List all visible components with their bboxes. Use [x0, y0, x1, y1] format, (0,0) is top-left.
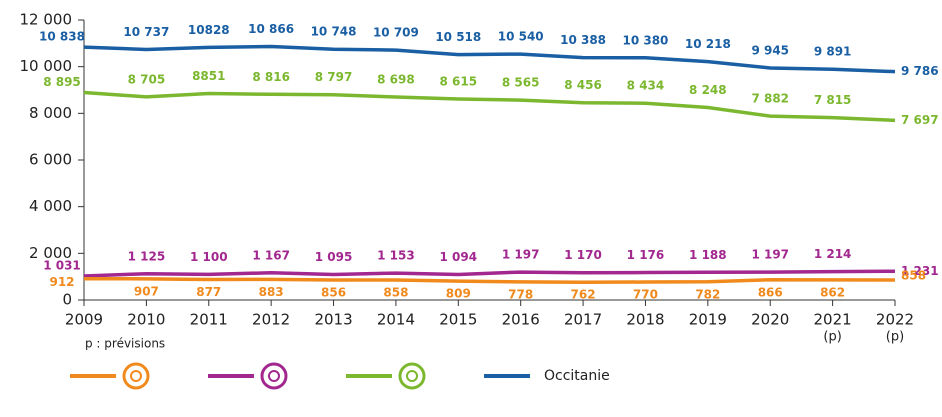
legend-item	[346, 362, 426, 390]
x-tick-label: 2014	[377, 311, 415, 329]
value-label: 1 188	[689, 248, 727, 262]
value-label: 907	[134, 284, 159, 298]
value-label: 1 231	[901, 264, 939, 278]
x-tick-label: 2020	[751, 311, 789, 329]
value-label: 7 882	[751, 92, 789, 106]
x-tick-label: 2017	[564, 311, 602, 329]
x-tick-note: (p)	[823, 330, 841, 345]
y-tick-label: 8 000	[29, 104, 72, 122]
value-label: 866	[758, 285, 783, 299]
series-line	[83, 44, 896, 74]
value-label: 8 705	[128, 72, 166, 86]
value-label: 1 125	[128, 249, 166, 263]
x-tick-label: 2022	[876, 311, 914, 329]
series-line	[83, 90, 896, 123]
value-label: 10 518	[435, 30, 481, 44]
value-label: 1 214	[814, 247, 852, 261]
value-label: 1 167	[252, 248, 290, 262]
value-label: 9 891	[814, 45, 852, 59]
x-tick-label: 2010	[127, 311, 165, 329]
x-tick-note: (p)	[886, 330, 904, 345]
value-label: 7 697	[901, 113, 939, 127]
x-tick-label: 2009	[65, 311, 103, 329]
value-label: 883	[259, 285, 284, 299]
x-tick-label: 2018	[626, 311, 664, 329]
x-tick-label: 2015	[439, 311, 477, 329]
value-label: 762	[571, 288, 596, 302]
value-label: 9 945	[751, 43, 789, 57]
value-label: 912	[49, 275, 74, 289]
value-label: 782	[695, 287, 720, 301]
value-label: 8 565	[502, 76, 540, 90]
value-label: 858	[901, 268, 926, 282]
y-tick-label: 12 000	[20, 11, 73, 29]
value-label: 877	[196, 285, 221, 299]
value-label: 8 434	[627, 79, 665, 93]
value-label: 10 737	[123, 25, 169, 39]
value-label: 778	[508, 287, 533, 301]
value-label: 1 031	[43, 258, 81, 272]
value-label: 9 786	[901, 64, 939, 78]
y-tick-label: 0	[62, 291, 72, 309]
value-label: 8851	[192, 69, 225, 83]
legend-icon	[398, 362, 426, 390]
legend-icon	[122, 362, 150, 390]
value-label: 8 456	[564, 78, 602, 92]
value-label: 1 153	[377, 249, 415, 263]
value-label: 1 170	[564, 248, 602, 262]
value-label: 1 197	[751, 248, 789, 262]
y-tick-label: 6 000	[29, 151, 72, 169]
value-label: 10828	[188, 23, 230, 37]
value-label: 1 095	[315, 250, 353, 264]
x-tick-label: 2011	[190, 311, 228, 329]
value-label: 8 797	[315, 70, 353, 84]
value-label: 770	[633, 288, 658, 302]
value-label: 8 615	[440, 74, 478, 88]
value-label: 856	[321, 286, 346, 300]
x-tick-label: 2013	[314, 311, 352, 329]
x-tick-label: 2016	[502, 311, 540, 329]
x-tick-label: 2019	[689, 311, 727, 329]
legend-item	[70, 362, 150, 390]
y-tick-label: 4 000	[29, 197, 72, 215]
legend-item: Occitanie	[484, 368, 610, 384]
value-label: 10 866	[248, 22, 294, 36]
series-line	[83, 269, 896, 278]
value-label: 1 094	[440, 250, 478, 264]
value-label: 10 540	[498, 30, 544, 44]
value-label: 7 815	[814, 93, 852, 107]
series-line	[83, 276, 896, 284]
value-label: 10 838	[39, 30, 85, 44]
value-label: 1 176	[627, 248, 665, 262]
value-label: 10 218	[685, 37, 731, 51]
value-label: 10 709	[373, 26, 419, 40]
value-label: 1 100	[190, 250, 228, 264]
value-label: 862	[820, 285, 845, 299]
x-tick-label: 2012	[252, 311, 290, 329]
value-label: 8 895	[43, 75, 81, 89]
legend-icon-inner	[268, 370, 280, 382]
value-label: 8 248	[689, 83, 727, 97]
legend-label: Occitanie	[544, 368, 610, 384]
value-label: 10 748	[311, 25, 357, 39]
y-tick-label: 2 000	[29, 244, 72, 262]
y-tick-label: 10 000	[20, 57, 73, 75]
legend-item	[208, 362, 288, 390]
value-label: 10 388	[560, 33, 606, 47]
legend-icon-inner	[130, 370, 142, 382]
value-label: 858	[383, 285, 408, 299]
x-tick-label: 2021	[814, 311, 852, 329]
value-label: 809	[446, 287, 471, 301]
value-label: 8 816	[252, 70, 290, 84]
value-label: 8 698	[377, 73, 415, 87]
value-label: 10 380	[622, 33, 668, 47]
legend-icon-inner	[406, 370, 418, 382]
value-label: 1 197	[502, 248, 540, 262]
legend-icon	[260, 362, 288, 390]
note: p : prévisions	[85, 337, 165, 351]
